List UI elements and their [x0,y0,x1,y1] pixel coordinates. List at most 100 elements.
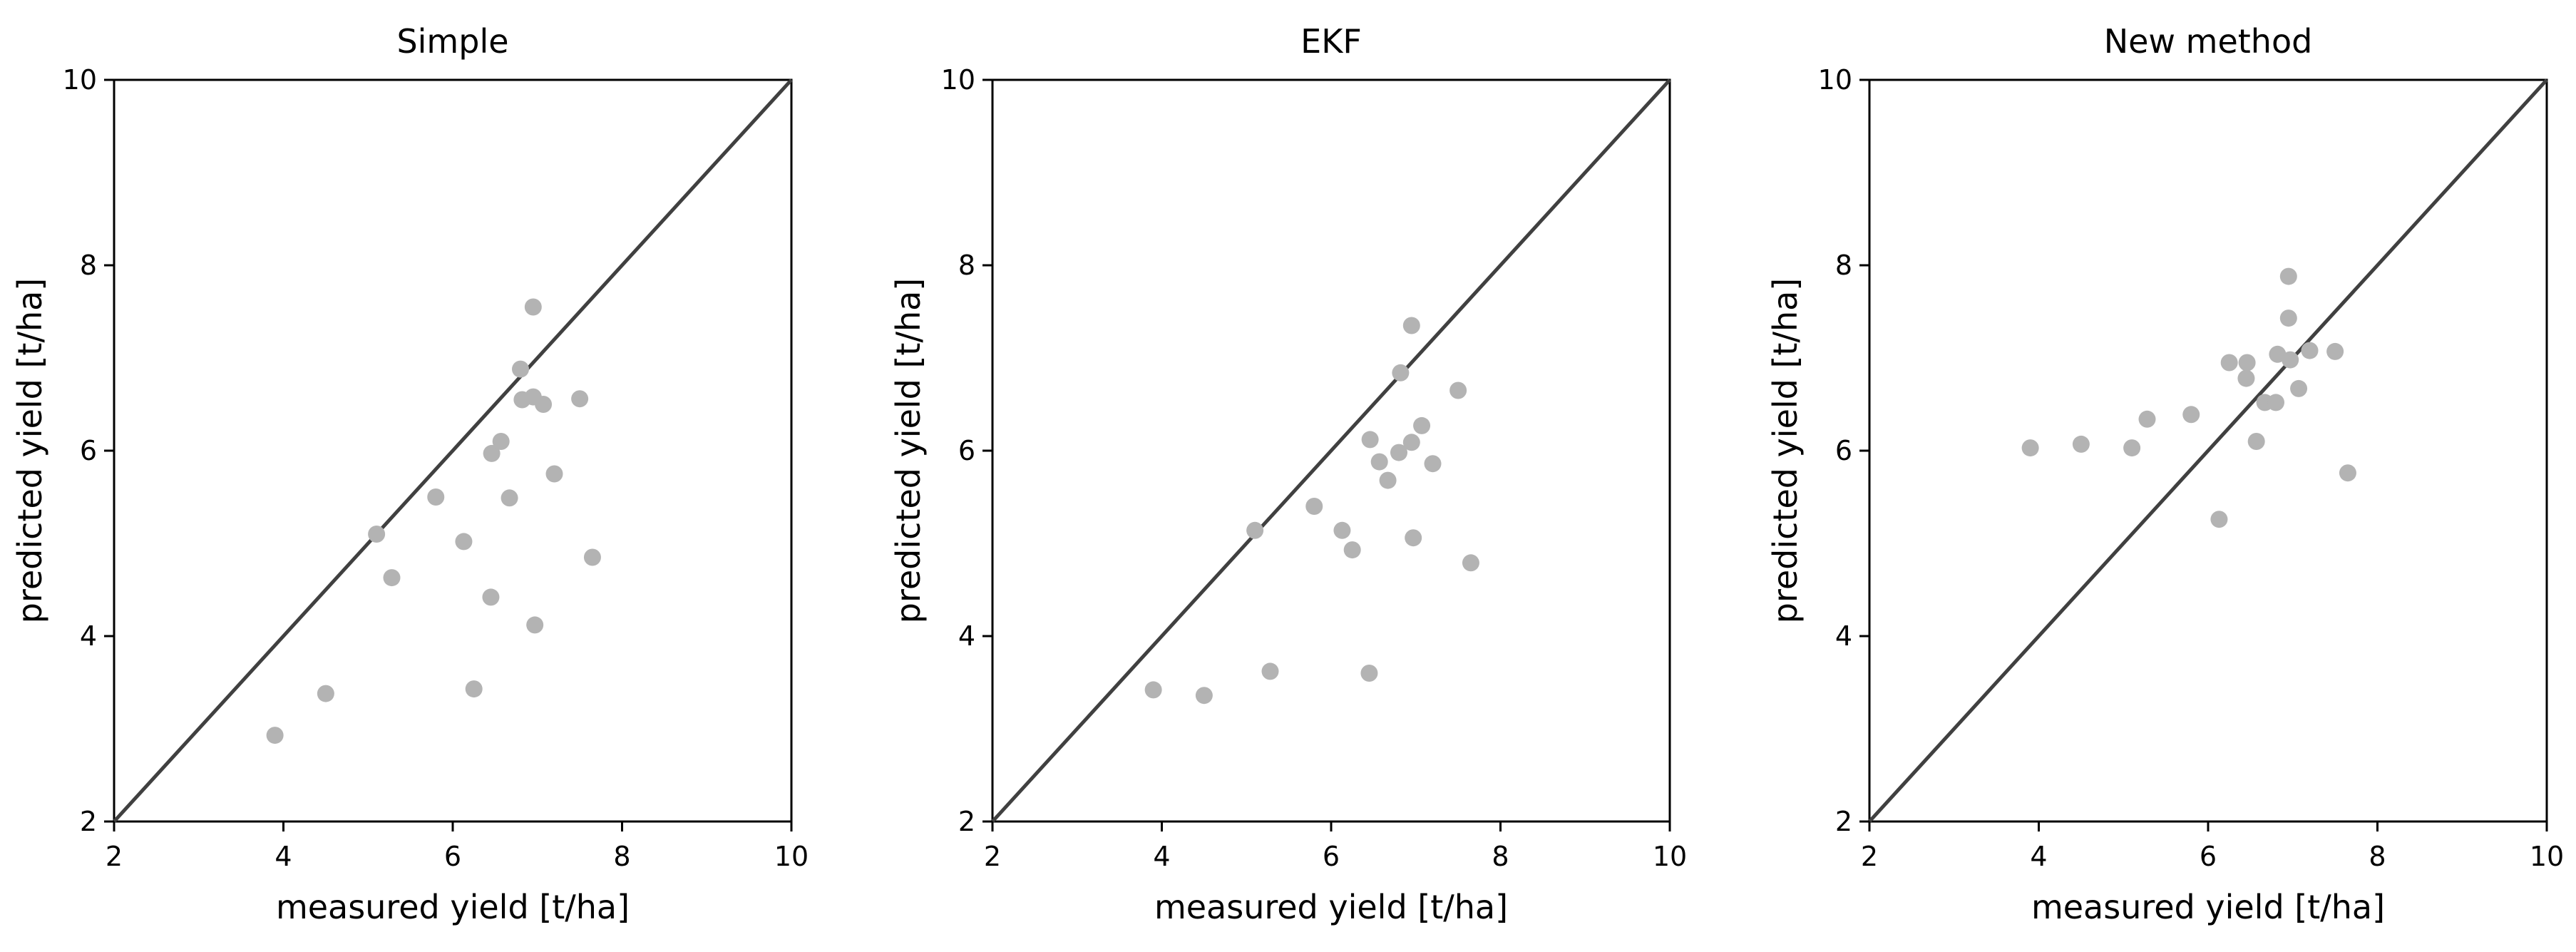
x-tick-label: 4 [274,841,292,872]
data-point [2267,394,2284,411]
x-tick-label: 4 [2030,841,2047,872]
y-tick-label: 2 [1835,806,1852,837]
chart-title: EKF [1300,22,1362,61]
data-point [2238,354,2256,372]
y-tick-label: 2 [80,806,97,837]
chart-title: Simple [396,22,508,61]
x-tick-label: 6 [444,841,461,872]
y-axis-ticks: 2 4 6 8 10 [63,64,114,837]
y-tick-label: 10 [1818,64,1852,96]
data-point [1402,317,1420,334]
data-point [2301,342,2319,359]
x-axis-ticks: 2 4 6 8 10 [984,822,1687,872]
x-tick-label: 10 [2530,841,2564,872]
data-point [1361,431,1379,449]
data-point [492,433,510,450]
data-point [2210,511,2228,528]
data-point [524,298,542,316]
x-tick-label: 8 [1492,841,1509,872]
data-point [1370,453,1388,471]
x-tick-label: 10 [774,841,809,872]
chart-panel-simple: Simple 2 4 6 8 10 2 4 6 8 10 measured yield [t/h… [11,22,809,926]
x-tick-label: 6 [2200,841,2217,872]
x-tick-label: 8 [613,841,630,872]
x-tick-label: 2 [1861,841,1878,872]
data-point [368,526,386,543]
y-tick-label: 10 [63,64,97,96]
y-axis-label: predicted yield [t/ha] [1766,278,1805,624]
data-point [2279,267,2297,285]
data-point [2290,379,2308,397]
y-tick-label: 8 [80,250,97,281]
data-point [512,360,529,378]
y-tick-label: 8 [1835,250,1852,281]
scatter-points-layer [266,298,601,744]
x-axis-label: measured yield [t/ha] [1154,888,1508,926]
y-axis-ticks: 2 4 6 8 10 [1818,64,1869,837]
data-point [1246,521,1264,539]
identity-line-layer [113,78,793,823]
data-point [2072,435,2090,453]
data-point [1343,541,1361,559]
data-point [2182,406,2200,424]
data-point [383,569,401,587]
y-tick-label: 10 [941,64,975,96]
data-point [317,685,334,702]
x-axis-label: measured yield [t/ha] [276,888,630,926]
x-tick-label: 4 [1153,841,1170,872]
identity-line-layer [1868,78,2548,823]
y-axis-label: predicted yield [t/ha] [889,278,928,624]
data-point [545,465,563,483]
data-point [1390,444,1407,461]
data-point [483,444,501,462]
chart-title: New method [2104,22,2313,61]
identity-line [113,78,793,823]
y-axis-label: predicted yield [t/ha] [11,278,49,624]
x-tick-label: 2 [984,841,1001,872]
y-tick-label: 8 [958,250,975,281]
data-point [501,489,518,507]
data-point [1305,498,1323,515]
x-tick-label: 2 [106,841,123,872]
y-tick-label: 6 [958,435,975,466]
scatter-points-layer [1144,317,1479,705]
x-tick-label: 6 [1323,841,1340,872]
x-axis-ticks: 2 4 6 8 10 [1861,822,2564,872]
data-point [526,616,544,634]
data-point [2021,439,2039,457]
data-point [1261,662,1279,680]
data-point [2138,410,2156,428]
data-point [1392,364,1410,382]
x-tick-label: 10 [1653,841,1687,872]
data-point [1424,455,1442,473]
data-point [1462,554,1479,572]
identity-line-layer [991,78,1671,823]
y-axis-ticks: 2 4 6 8 10 [941,64,992,837]
data-point [2279,309,2297,327]
data-point [535,396,553,413]
data-point [2220,354,2238,372]
data-point [1360,665,1378,682]
data-point [2326,342,2344,360]
data-point [1333,521,1351,539]
data-point [1413,416,1431,434]
identity-line [991,78,1671,823]
data-point [1144,681,1162,699]
data-point [1195,687,1213,705]
chart-panel-new-method: New method 2 4 6 8 10 2 4 6 8 10 measured yield … [1766,22,2564,926]
y-tick-label: 2 [958,806,975,837]
y-tick-label: 4 [80,620,97,652]
y-tick-label: 4 [958,620,975,652]
data-point [2237,369,2255,387]
data-point [455,533,473,551]
x-axis-ticks: 2 4 6 8 10 [106,822,809,872]
data-point [1379,471,1397,489]
data-point [2247,433,2265,450]
data-point [2282,351,2299,369]
x-tick-label: 8 [2369,841,2386,872]
data-point [2339,464,2356,482]
data-point [571,390,589,408]
data-point [465,680,483,698]
